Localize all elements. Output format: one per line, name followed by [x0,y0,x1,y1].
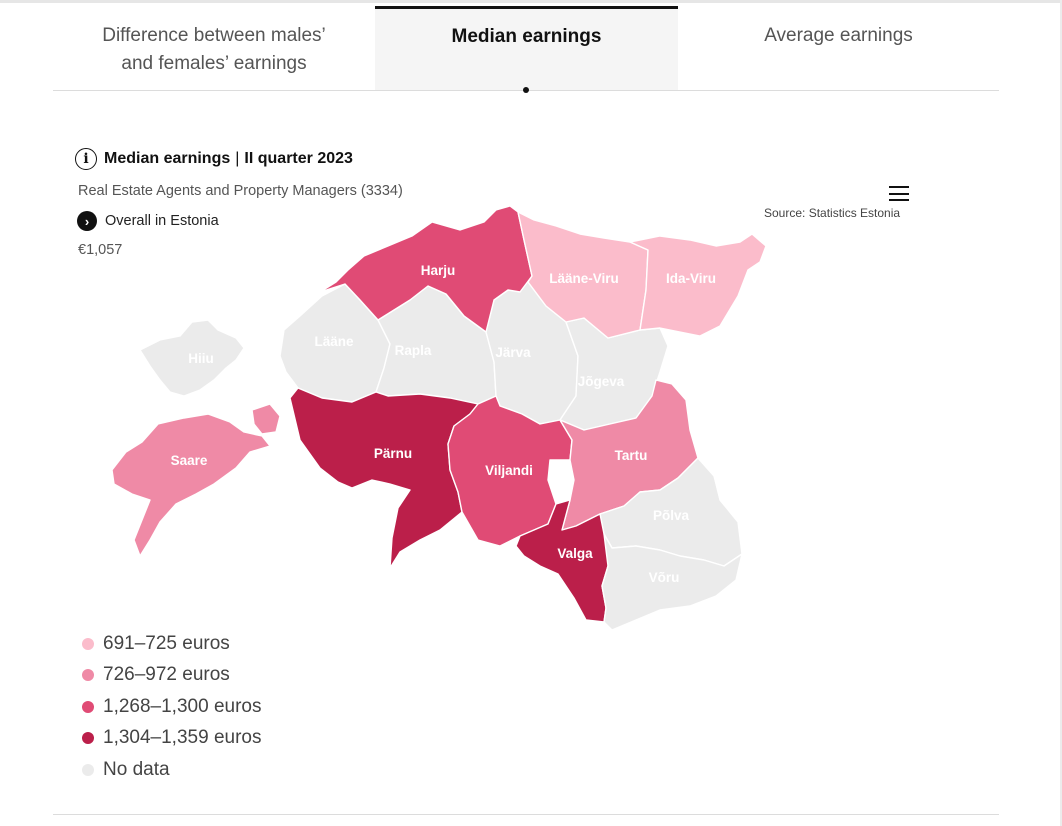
region-voru[interactable] [601,533,743,631]
legend-item[interactable]: 1,268–1,300 euros [80,691,261,723]
legend-swatch [82,637,94,650]
region-label-valga: Valga [557,546,593,561]
title-period: II quarter 2023 [244,150,353,167]
region-label-idaviru: Ida-Viru [666,271,716,286]
info-icon[interactable]: i [75,148,97,170]
legend-label: 691–725 euros [103,632,230,654]
region-saare-islet[interactable] [251,403,281,435]
frame-right-border [1060,0,1062,826]
region-label-saare: Saare [171,453,208,468]
tab-label: Average earnings [764,25,913,46]
region-label-jogeva: Jõgeva [578,374,625,389]
region-label-tartu: Tartu [615,448,648,463]
tab-average-earnings[interactable]: Average earnings [678,6,999,90]
tab-label: Median earnings [451,26,602,47]
region-hiiu[interactable] [139,319,245,397]
region-label-rapla: Rapla [395,343,432,358]
region-parnu[interactable] [289,387,479,569]
tab-bar: Difference between males’ and females’ ea… [53,6,999,90]
overall-label: Overall in Estonia [105,213,219,229]
overall-estonia-toggle[interactable]: › Overall in Estonia [77,211,219,231]
legend-item[interactable]: 1,304–1,359 euros [80,723,261,755]
overall-value: €1,057 [78,242,123,258]
legend-item[interactable]: 726–972 euros [80,660,261,692]
title-text: Median earnings [104,150,231,167]
legend-label: No data [103,758,170,780]
active-tab-indicator [523,87,529,93]
region-label-voru: Võru [649,570,680,585]
chevron-right-icon: › [77,211,97,231]
chart-title: i Median earnings | II quarter 2023 [75,148,353,170]
region-label-hiiu: Hiiu [188,351,214,366]
region-label-jarva: Järva [495,345,531,360]
region-label-viljandi: Viljandi [485,463,533,478]
region-idaviru[interactable] [629,233,767,337]
title-separator: | [235,150,240,167]
map-legend: 691–725 euros 726–972 euros 1,268–1,300 … [80,628,261,786]
tab-label-line-2: and females’ earnings [121,53,307,74]
legend-item[interactable]: 691–725 euros [80,628,261,660]
legend-swatch [82,732,94,745]
tab-earnings-difference[interactable]: Difference between males’ and females’ ea… [53,6,375,90]
bottom-divider [53,814,999,815]
tab-median-earnings[interactable]: Median earnings [375,6,678,90]
tab-label-line-1: Difference between males’ [102,25,326,46]
hamburger-menu-icon[interactable] [889,186,909,202]
region-label-laane: Lääne [314,334,354,349]
region-saare[interactable] [111,413,271,557]
legend-item[interactable]: No data [80,754,261,786]
legend-swatch [82,763,94,776]
legend-swatch [82,669,94,682]
region-label-harju: Harju [421,263,456,278]
region-label-laaneviru: Lääne-Viru [549,271,619,286]
legend-label: 1,304–1,359 euros [103,727,262,749]
region-label-polva: Põlva [653,508,690,523]
legend-swatch [82,700,94,713]
frame-top-border [0,0,1062,3]
legend-label: 1,268–1,300 euros [103,695,262,717]
source-note: Source: Statistics Estonia [764,206,901,220]
legend-label: 726–972 euros [103,664,230,686]
region-label-parnu: Pärnu [374,446,412,461]
chart-subtitle: Real Estate Agents and Property Managers… [78,183,403,199]
